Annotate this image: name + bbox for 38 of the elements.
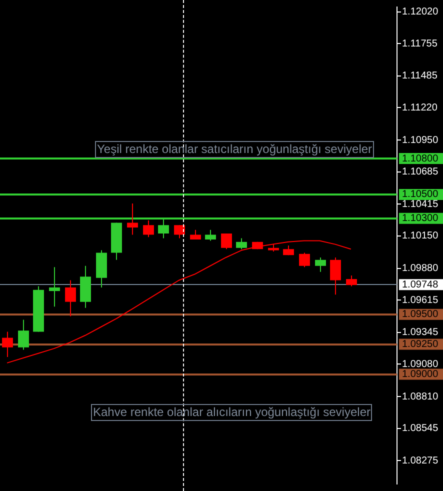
ref-line-label: 1.09500 <box>402 309 439 320</box>
candlestick <box>65 280 76 317</box>
y-tick-label: 1.12020 <box>402 6 439 18</box>
candlestick <box>346 274 357 287</box>
candlestick <box>330 256 341 296</box>
ref-line-label: 1.10500 <box>402 189 439 200</box>
ref-line-label: 1.10800 <box>402 153 439 164</box>
candlestick <box>2 331 13 358</box>
y-tick-label: 1.11755 <box>402 38 438 50</box>
y-tick-label: 1.09345 <box>402 327 439 338</box>
candlestick <box>315 256 326 272</box>
y-tick-label: 1.11485 <box>402 70 438 82</box>
candlestick <box>127 203 138 236</box>
candlestick <box>18 319 29 350</box>
ref-line-label: 1.09000 <box>402 368 439 380</box>
y-tick-label: 1.08275 <box>402 455 439 466</box>
y-tick-label: 1.10150 <box>402 230 439 242</box>
y-tick-label: 1.08545 <box>402 423 439 434</box>
candlestick <box>174 224 185 239</box>
y-tick-label: 1.11220 <box>402 102 438 114</box>
annotation: Kahve renkte olanlar alıcıların yoğunlaştığı seviyeler <box>91 404 372 421</box>
candlestick <box>205 229 216 242</box>
y-tick-label: 1.10415 <box>402 198 439 210</box>
candlestick <box>221 233 232 250</box>
y-tick-label: 1.10950 <box>402 134 439 146</box>
y-tick-label: 1.10685 <box>402 166 439 178</box>
candlestick <box>143 220 154 238</box>
candlestick <box>299 252 310 268</box>
ref-line-label: 1.09748 <box>402 279 439 290</box>
y-tick-label: 1.09615 <box>402 294 439 306</box>
y-tick-label: 1.09880 <box>402 263 439 274</box>
ref-line-label: 1.09250 <box>402 339 439 350</box>
y-tick-label: 1.09080 <box>402 358 439 370</box>
y-tick-label: 1.08810 <box>402 391 439 402</box>
annotation: Yeşil renkte olanlar satıcıların yoğunlaştığı seviyeler <box>95 141 374 158</box>
candlestick <box>236 238 247 250</box>
candlestick <box>49 266 60 308</box>
ref-line-label: 1.10300 <box>402 213 439 224</box>
